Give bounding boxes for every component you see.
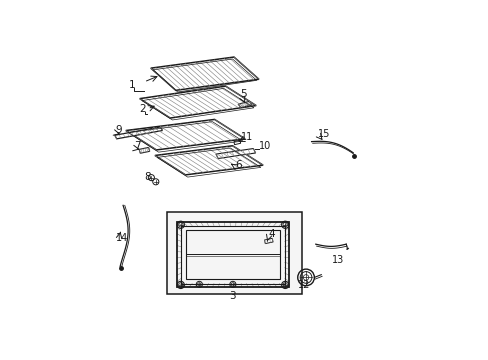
- Polygon shape: [139, 148, 149, 153]
- Text: 8: 8: [144, 172, 151, 181]
- Text: 2: 2: [140, 104, 146, 114]
- Bar: [167, 212, 301, 294]
- Text: 10: 10: [259, 141, 271, 151]
- Polygon shape: [115, 127, 162, 139]
- Text: 6: 6: [235, 160, 242, 170]
- Text: 5: 5: [240, 89, 246, 99]
- Polygon shape: [140, 86, 256, 118]
- Polygon shape: [233, 140, 240, 145]
- Polygon shape: [125, 120, 244, 150]
- Polygon shape: [264, 238, 272, 244]
- Text: 13: 13: [332, 255, 344, 265]
- Text: 4: 4: [268, 229, 274, 239]
- Text: 15: 15: [317, 130, 329, 139]
- Text: 1: 1: [128, 80, 135, 90]
- Text: 7: 7: [133, 140, 140, 150]
- Text: 12: 12: [297, 280, 310, 290]
- Polygon shape: [150, 57, 259, 90]
- Text: 11: 11: [241, 132, 253, 142]
- Text: 9: 9: [115, 125, 122, 135]
- Text: 3: 3: [229, 291, 235, 301]
- Polygon shape: [238, 102, 251, 108]
- Polygon shape: [216, 149, 255, 158]
- Polygon shape: [155, 146, 263, 175]
- Text: 14: 14: [116, 233, 128, 243]
